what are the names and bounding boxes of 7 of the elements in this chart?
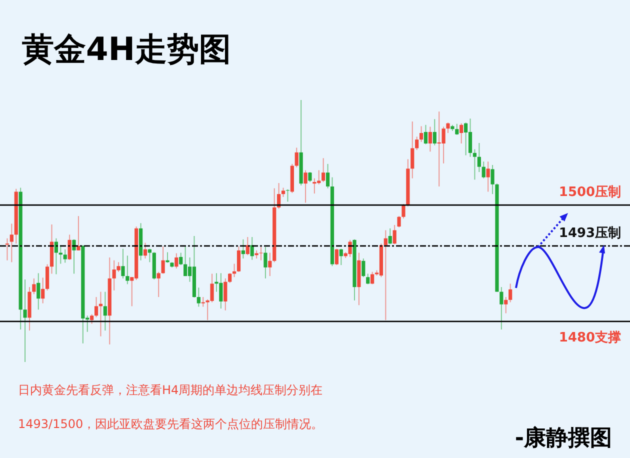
chart-title: 黄金4H走势图 xyxy=(22,30,232,68)
ref-line-label: 1480支撑 xyxy=(558,330,622,346)
text: 1493/1500，因此亚欧盘要先看这两个点位的压制情况。 xyxy=(18,417,324,431)
ref-line-label: 1500压制 xyxy=(558,185,622,200)
text: -康静撰图 xyxy=(514,425,612,451)
ref-line-label: 1493压制 xyxy=(558,226,622,241)
text: 日内黄金先看反弹，注意看H4周期的单边均线压制分别在 xyxy=(18,383,323,397)
